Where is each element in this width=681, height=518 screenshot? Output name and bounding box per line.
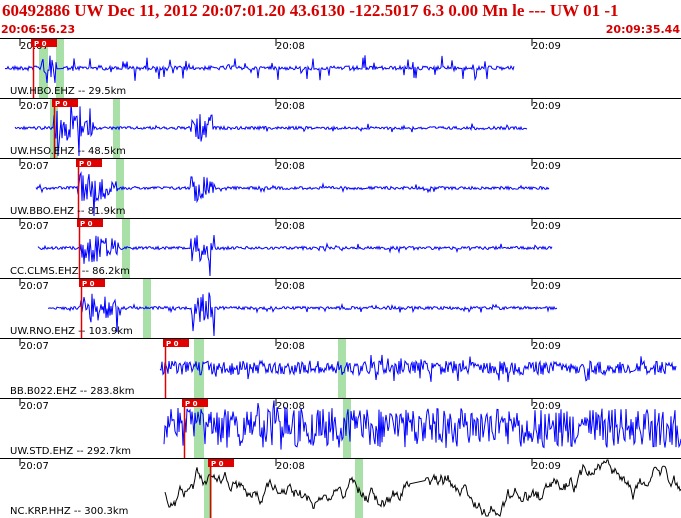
station-label: UW.RNO.EHZ -- 103.9km [10, 326, 133, 337]
time-tick-label: 20:07 [20, 281, 49, 292]
trace-panel[interactable]: 20:07 20:08 20:09 P 0 UW.STD.EHZ -- 292.7km [0, 398, 681, 459]
station-label: UW.STD.EHZ -- 292.7km [10, 446, 131, 457]
pick-window [343, 399, 351, 458]
waveform-trace[interactable] [4, 55, 515, 83]
station-label: UW.HBO.EHZ -- 29.5km [10, 86, 126, 97]
window-end-time: 20:09:35.44 [605, 23, 680, 36]
trace-panel[interactable]: 20:07 20:08 20:09 P 0 BB.B022.EHZ -- 283.8km [0, 338, 681, 399]
time-tick-label: 20:08 [276, 401, 305, 412]
waveform-trace[interactable] [14, 102, 528, 157]
record-header: 60492886 UW Dec 11, 2012 20:07:01.20 43.… [0, 0, 681, 38]
waveform-trace[interactable] [164, 459, 681, 517]
station-label: CC.CLMS.EHZ -- 86.2km [10, 266, 130, 277]
time-tick-label: 20:07 [20, 221, 49, 232]
time-tick-label: 20:09 [532, 221, 561, 232]
time-tick-label: 20:08 [276, 281, 305, 292]
time-tick-label: 20:08 [276, 341, 305, 352]
pick-flag[interactable] [76, 159, 102, 167]
time-tick-label: 20:07 [20, 101, 49, 112]
trace-panel[interactable]: 20:07 20:08 20:09 P 0 UW.HSO.EHZ -- 48.5km [0, 98, 681, 159]
time-tick-label: 20:07 [20, 161, 49, 172]
time-tick-label: 20:09 [532, 41, 561, 52]
pick-label: P 0 [79, 160, 92, 168]
pick-flag[interactable] [52, 99, 78, 107]
station-label: BB.B022.EHZ -- 283.8km [10, 386, 134, 397]
pick-flag[interactable] [182, 399, 208, 407]
waveform-trace[interactable] [159, 354, 677, 383]
pick-label: P 0 [55, 100, 68, 108]
trace-panel[interactable]: 20:07 20:08 20:09 P 0 UW.BBO.EHZ -- 81.9km [0, 158, 681, 219]
pick-label: P 0 [80, 220, 93, 228]
pick-label: P 0 [82, 280, 95, 288]
pick-label: P 0 [166, 340, 179, 348]
pick-flag[interactable] [163, 339, 189, 347]
time-tick-label: 20:08 [276, 101, 305, 112]
waveform-trace[interactable] [35, 171, 550, 217]
time-tick-label: 20:09 [532, 341, 561, 352]
waveform-trace[interactable] [163, 400, 681, 450]
time-tick-label: 20:09 [532, 101, 561, 112]
pick-window [194, 399, 204, 458]
time-tick-label: 20:08 [276, 221, 305, 232]
time-tick-label: 20:08 [276, 41, 305, 52]
time-tick-label: 20:09 [532, 461, 561, 472]
pick-label: P 0 [211, 460, 224, 468]
station-label: NC.KRP.HHZ -- 300.3km [10, 506, 128, 517]
event-title: 60492886 UW Dec 11, 2012 20:07:01.20 43.… [2, 1, 619, 20]
time-tick-label: 20:08 [276, 461, 305, 472]
trace-panel[interactable]: 20:07 20:08 20:09 P 0 UW.RNO.EHZ -- 103.9km [0, 278, 681, 339]
time-tick-label: 20:08 [276, 161, 305, 172]
station-label: UW.HSO.EHZ -- 48.5km [10, 146, 126, 157]
station-label: UW.BBO.EHZ -- 81.9km [10, 206, 126, 217]
pick-window [338, 339, 346, 398]
pick-window [204, 459, 212, 518]
window-start-time: 20:06:56.23 [1, 23, 76, 36]
trace-panel[interactable]: 20:07 20:08 20:09 P 0 CC.CLMS.EHZ -- 86.2km [0, 218, 681, 279]
time-tick-label: 20:07 [20, 401, 49, 412]
pick-label: P 0 [34, 40, 47, 48]
waveform-trace[interactable] [47, 292, 558, 337]
pick-flag[interactable] [31, 39, 57, 47]
time-tick-label: 20:09 [532, 281, 561, 292]
pick-flag[interactable] [77, 219, 103, 227]
pick-flag[interactable] [79, 279, 105, 287]
pick-flag[interactable] [208, 459, 234, 467]
time-tick-label: 20:07 [20, 461, 49, 472]
waveform-trace[interactable] [37, 234, 553, 277]
time-tick-label: 20:09 [532, 401, 561, 412]
time-tick-label: 20:09 [532, 161, 561, 172]
trace-panel[interactable]: 20:07 20:08 20:09 P 0 NC.KRP.HHZ -- 300.3km [0, 458, 681, 518]
time-tick-label: 20:07 [20, 341, 49, 352]
pick-label: P 0 [185, 400, 198, 408]
